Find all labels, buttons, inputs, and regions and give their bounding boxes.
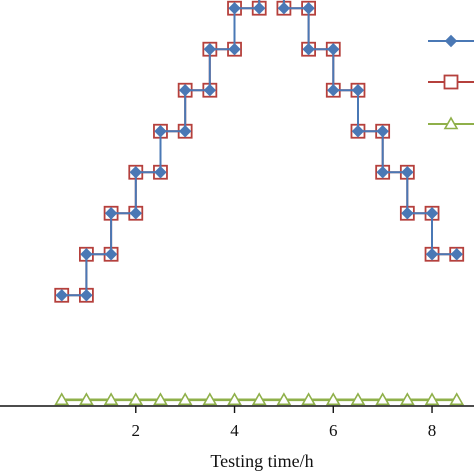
series-2	[54, 0, 465, 303]
data-point-triangle	[128, 392, 144, 406]
data-point-diamond	[351, 84, 365, 97]
data-point-triangle	[350, 392, 366, 406]
legend-item-2	[428, 74, 474, 90]
x-ticks: 2 4 6 8	[132, 406, 437, 440]
data-point-diamond	[154, 125, 167, 138]
data-point-triangle	[301, 392, 316, 406]
data-point-diamond	[129, 207, 142, 220]
data-point-triangle	[153, 392, 168, 406]
data-point-triangle	[325, 392, 341, 406]
data-point-diamond	[302, 1, 315, 15]
data-point-triangle	[276, 392, 292, 406]
x-tick-label: 6	[329, 421, 338, 440]
data-point-diamond	[425, 248, 439, 261]
data-point-triangle	[79, 392, 94, 406]
legend-item-1	[428, 34, 474, 48]
data-point-diamond	[277, 1, 291, 15]
data-point-diamond	[401, 166, 414, 179]
data-point-diamond	[228, 43, 241, 56]
series-2-line	[61, 0, 457, 297]
data-point-triangle	[399, 392, 415, 406]
legend-marker-square	[443, 74, 459, 90]
data-point-triangle	[251, 392, 267, 406]
x-axis-title: Testing time/h	[210, 451, 313, 471]
series-layer	[54, 0, 465, 406]
data-point-diamond	[80, 248, 93, 261]
data-point-diamond	[450, 248, 463, 261]
data-point-diamond	[104, 248, 118, 261]
data-point-diamond	[55, 289, 68, 302]
data-point-diamond	[129, 166, 142, 179]
data-point-diamond	[203, 43, 217, 56]
data-point-diamond	[104, 207, 118, 220]
x-tick-label: 4	[230, 421, 239, 440]
legend-marker-diamond	[444, 34, 458, 48]
series-1-line	[61, 0, 457, 297]
data-point-diamond	[178, 84, 192, 97]
data-point-triangle	[449, 392, 465, 406]
data-point-triangle	[375, 392, 391, 406]
data-point-diamond	[228, 1, 241, 15]
legend	[428, 34, 474, 130]
data-point-diamond	[253, 1, 266, 15]
legend-item-3	[428, 116, 474, 130]
data-point-triangle	[103, 392, 119, 406]
series-3	[54, 392, 465, 406]
data-point-diamond	[302, 43, 315, 56]
data-point-diamond	[376, 166, 389, 179]
data-point-diamond	[154, 166, 167, 179]
data-point-diamond	[327, 84, 340, 97]
data-point-diamond	[178, 125, 192, 138]
data-point-diamond	[203, 84, 217, 97]
data-point-triangle	[177, 392, 193, 406]
data-point-diamond	[401, 207, 414, 220]
x-tick-label: 2	[132, 421, 141, 440]
legend-marker-triangle	[443, 116, 459, 130]
data-point-triangle	[54, 392, 70, 406]
data-point-diamond	[376, 125, 389, 138]
data-point-diamond	[351, 125, 365, 138]
x-tick-label: 8	[428, 421, 437, 440]
data-point-diamond	[327, 43, 340, 56]
data-point-diamond	[80, 289, 93, 302]
data-point-triangle	[202, 392, 218, 406]
data-point-triangle	[424, 392, 440, 406]
data-point-triangle	[227, 392, 242, 406]
series-1	[55, 0, 463, 302]
data-point-diamond	[425, 207, 439, 220]
